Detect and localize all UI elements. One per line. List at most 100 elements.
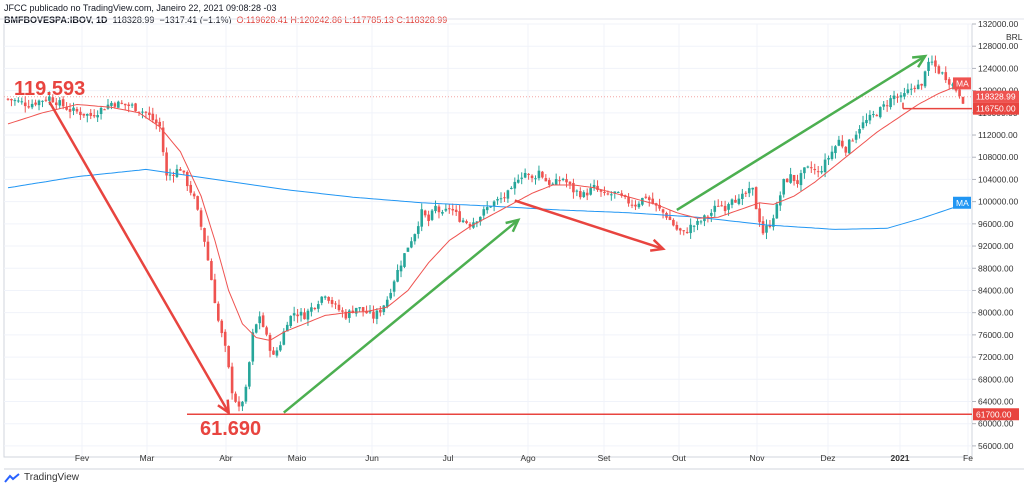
candle-body [816,171,820,173]
candle-body [75,108,79,112]
candle-body [92,115,96,117]
candle-body [337,304,341,311]
candle-body [634,204,637,207]
candle-body [341,310,344,312]
candle-body [265,327,268,335]
candle-body [196,196,199,210]
candle-body [296,314,299,317]
candle-body [30,103,34,108]
candle-body [720,205,723,207]
y-tick-label: 96000.00 [978,219,1014,229]
candle-body [306,310,310,320]
candle-body [685,231,689,234]
candle-body [327,296,330,301]
candle-body [182,170,186,173]
candle-body [410,241,413,248]
candle-body [851,140,854,142]
ma-short-line [7,85,964,341]
candle-body [951,84,954,86]
candle-body [906,89,910,93]
candle-body [844,146,848,153]
candle-body [596,185,599,191]
candle-body [778,195,782,206]
candle-body [909,88,913,90]
trend-arrowhead-red [650,238,666,252]
candle-body [916,84,920,90]
candle-body [389,292,392,299]
y-tick-label: 76000.00 [978,330,1014,340]
candle-body [792,174,796,182]
candle-body [492,201,496,206]
candle-body [17,100,20,102]
candle-body [272,350,275,355]
ma-long-line [7,168,964,230]
candle-body [485,207,489,211]
candle-body [761,221,765,234]
y-tick-label: 124000.00 [978,63,1018,73]
candle-body [754,187,758,210]
candle-body [268,335,272,351]
candle-body [289,315,293,326]
candle-body [796,180,799,184]
candle-body [403,253,406,267]
candle-body [734,199,737,203]
candle-body [299,311,303,316]
candle-body [154,119,158,124]
candle-body [661,209,665,213]
candle-body [416,226,420,234]
candle-body [896,96,899,98]
candle-body [716,205,720,207]
symbol-name[interactable]: BMFBOVESPA:IBOV, 1D [4,15,108,25]
candle-body [741,193,744,200]
candle-body [254,324,258,333]
candle-body [123,103,127,106]
candle-body [34,102,37,105]
candle-body [54,102,58,106]
candle-body [861,122,865,129]
candle-body [723,205,727,212]
candle-body [678,228,682,231]
candle-body [641,197,644,205]
candle-body [523,172,527,178]
candle-body [616,192,620,194]
candle-body [758,208,761,223]
candle-body [120,102,124,104]
publish-info: JFCC publicado no TradingView.com, Janei… [4,3,277,13]
trend-arrow-red [48,101,230,414]
y-tick-label: 104000.00 [978,174,1018,184]
resistance-badge: 116750.00 [976,104,1016,114]
candle-body [461,220,465,223]
x-tick-label: Nov [749,453,765,463]
candle-body [603,191,606,193]
candle-body [958,89,961,97]
candle-body [923,71,927,87]
candle-body [237,401,241,407]
x-tick-label: Ago [520,453,535,463]
candle-body [934,60,937,67]
plot-area [3,23,973,458]
candle-body [530,175,534,179]
candle-body [213,279,217,304]
y-tick-label: 108000.00 [978,152,1018,162]
candle-body [585,192,589,196]
candle-body [675,224,679,230]
candle-body [279,345,282,351]
candle-body [251,332,255,362]
y-tick-label: 132000.00 [978,19,1018,29]
candle-body [437,206,441,213]
candle-body [744,192,748,194]
candle-body [658,204,661,209]
trend-arrowhead-red [217,399,231,416]
candle-body [348,310,351,318]
candle-body [310,307,313,312]
candle-body [599,189,603,192]
candle-body [620,193,623,196]
candle-body [751,187,754,190]
candle-body [696,220,699,225]
candle-body [151,113,155,121]
candle-body [89,112,93,116]
candle-body [913,87,917,89]
candle-body [430,210,434,220]
candle-body [837,139,841,146]
